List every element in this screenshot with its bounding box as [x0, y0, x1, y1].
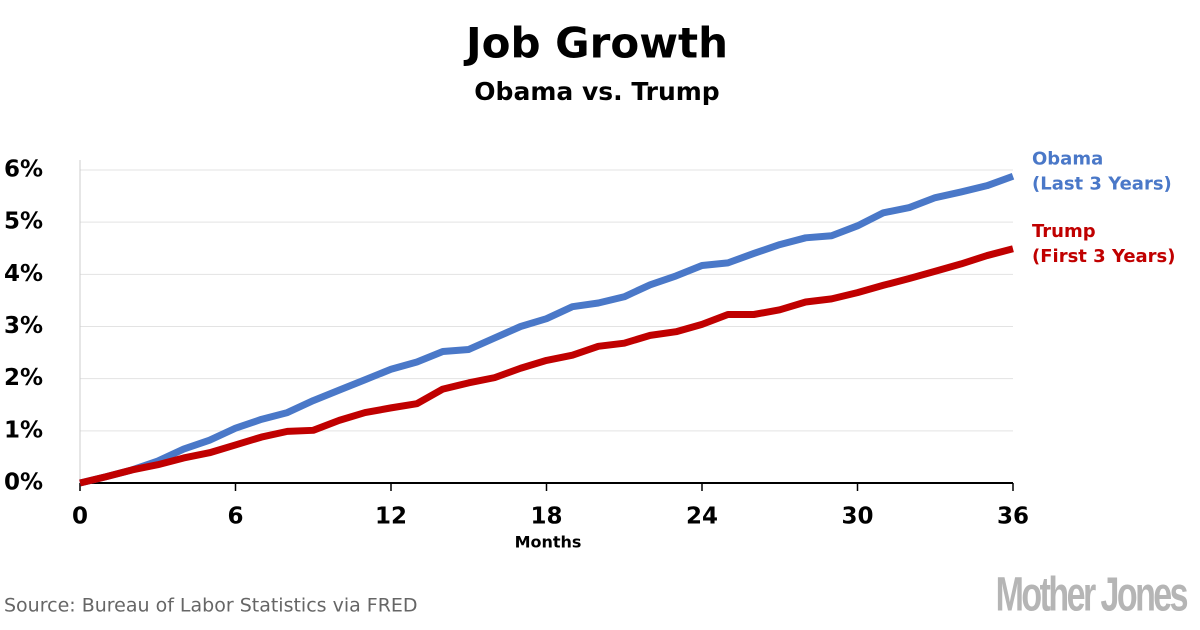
y-tick-label: 2%	[4, 365, 43, 391]
legend-label: Trump	[1032, 221, 1096, 242]
y-tick-label: 1%	[4, 417, 43, 443]
chart-subtitle: Obama vs. Trump	[474, 77, 719, 106]
y-tick-label: 4%	[4, 261, 43, 287]
series-line	[79, 172, 1015, 487]
source: Source: Bureau of Labor Statistics via F…	[4, 595, 418, 617]
y-tick-label: 6%	[4, 157, 43, 183]
legend-label: Obama	[1032, 148, 1103, 169]
y-tick-label: 0%	[4, 470, 43, 496]
x-tick-label: 6	[227, 504, 243, 530]
legend-label: (First 3 Years)	[1032, 246, 1176, 267]
x-tick-label: 18	[530, 504, 562, 530]
chart-title: Job Growth	[463, 19, 728, 68]
x-tick-label: 36	[997, 504, 1029, 530]
x-tick-label: 12	[375, 504, 407, 530]
y-tick-label: 3%	[4, 313, 43, 339]
brand-logo: Mother Jones	[996, 567, 1188, 621]
x-tick-label: 24	[686, 504, 718, 530]
legend-label: (Last 3 Years)	[1032, 173, 1172, 194]
series-line	[79, 245, 1014, 487]
x-axis-label: Months	[515, 533, 582, 552]
x-tick-label: 0	[72, 504, 88, 530]
y-tick-label: 5%	[4, 209, 43, 235]
x-tick-label: 30	[841, 504, 873, 530]
